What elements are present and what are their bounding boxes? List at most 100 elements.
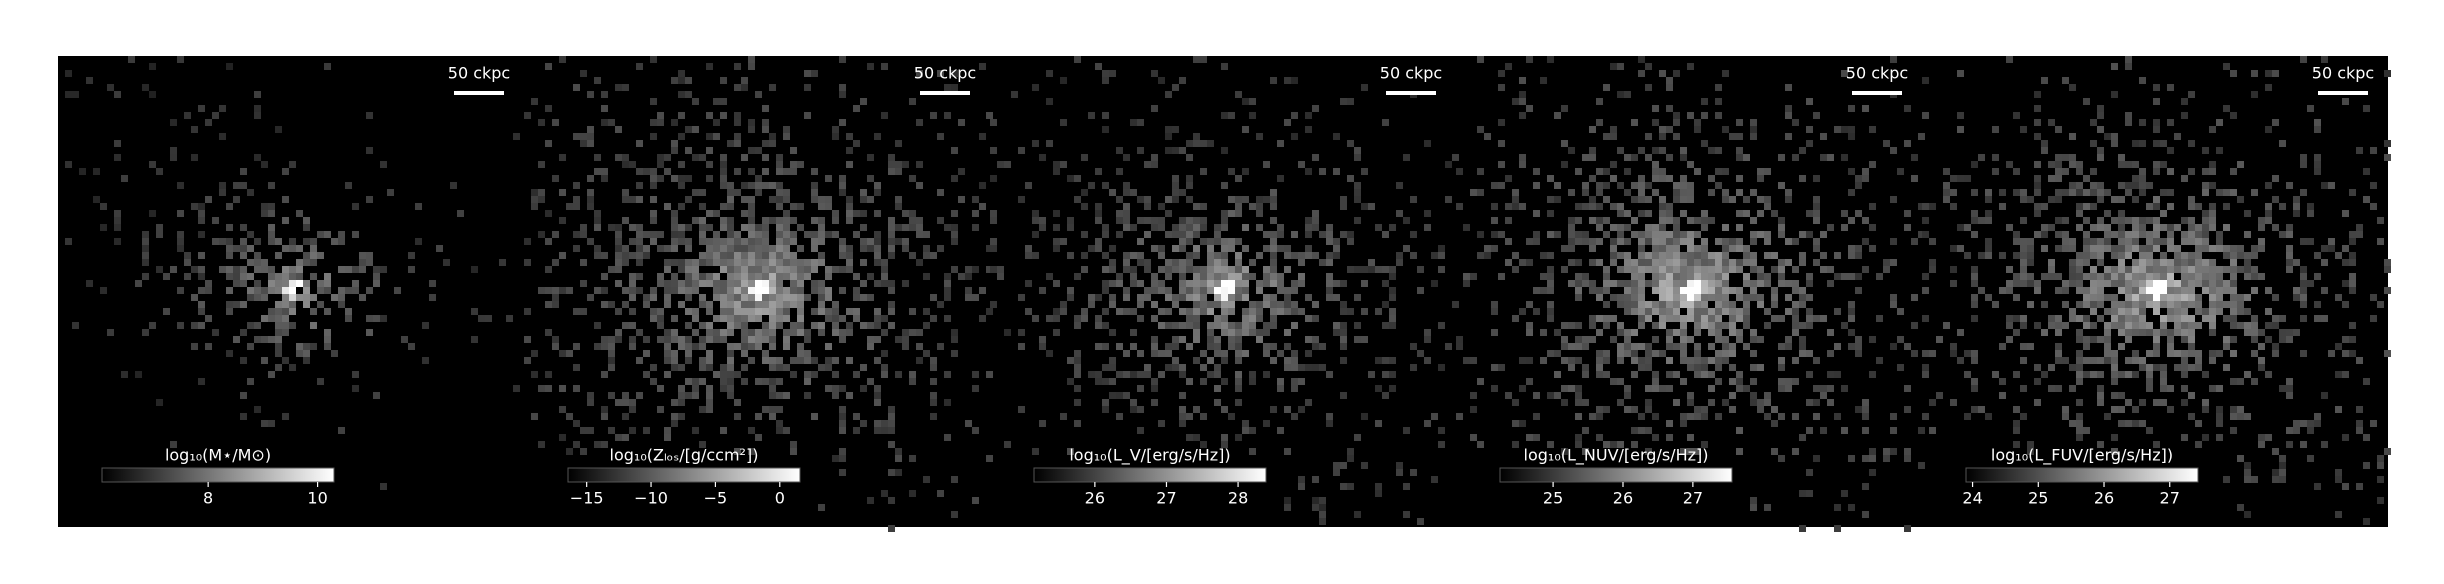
pixel (734, 168, 741, 175)
pixel (601, 252, 608, 259)
pixel (1904, 210, 1911, 217)
pixel (678, 287, 685, 294)
pixel (359, 259, 366, 266)
pixel (2328, 350, 2335, 357)
pixel (1736, 245, 1743, 252)
pixel (2125, 56, 2132, 63)
pixel (2097, 126, 2104, 133)
pixel (1172, 364, 1179, 371)
pixel (2069, 238, 2076, 245)
pixel (1659, 133, 1666, 140)
pixel (1109, 378, 1116, 385)
pixel (2279, 462, 2286, 469)
pixel (1834, 413, 1841, 420)
pixel (1561, 357, 1568, 364)
pixel (1158, 322, 1165, 329)
pixel (1792, 238, 1799, 245)
pixel (909, 378, 916, 385)
pixel (1568, 238, 1575, 245)
pixel (1340, 357, 1347, 364)
pixel (303, 217, 310, 224)
pixel (1813, 455, 1820, 462)
pixel (888, 420, 895, 427)
pixel (2125, 245, 2132, 252)
pixel (769, 217, 776, 224)
tick-label: −10 (634, 489, 668, 508)
pixel (678, 343, 685, 350)
pixel (1799, 231, 1806, 238)
pixel (2132, 182, 2139, 189)
pixel (1242, 196, 1249, 203)
pixel (282, 217, 289, 224)
pixel (1326, 259, 1333, 266)
pixel (1519, 154, 1526, 161)
pixel (2139, 259, 2146, 266)
pixel (100, 287, 107, 294)
pixel (296, 350, 303, 357)
pixel (2076, 224, 2083, 231)
pixel (275, 350, 282, 357)
pixel (685, 91, 692, 98)
pixel (471, 266, 478, 273)
pixel (1382, 322, 1389, 329)
pixel (671, 413, 678, 420)
pixel (1715, 357, 1722, 364)
pixel (2146, 378, 2153, 385)
pixel (2083, 252, 2090, 259)
pixel (2062, 301, 2069, 308)
pixel (1610, 133, 1617, 140)
pixel (2272, 322, 2279, 329)
pixel (2034, 231, 2041, 238)
pixel (1848, 126, 1855, 133)
pixel (1715, 252, 1722, 259)
pixel (825, 385, 832, 392)
pixel (2349, 322, 2356, 329)
pixel (1151, 154, 1158, 161)
pixel (2069, 364, 2076, 371)
pixel (2237, 294, 2244, 301)
pixel (275, 280, 282, 287)
pixel (664, 329, 671, 336)
pixel (1687, 448, 1694, 455)
pixel (2090, 273, 2097, 280)
pixel (1277, 308, 1284, 315)
pixel (1526, 329, 1533, 336)
pixel (1792, 301, 1799, 308)
pixel (2111, 371, 2118, 378)
pixel (1890, 56, 1897, 63)
pixel (1067, 217, 1074, 224)
pixel (1694, 294, 1701, 301)
pixel (1589, 287, 1596, 294)
pixel (853, 287, 860, 294)
pixel (1778, 217, 1785, 224)
pixel (2167, 287, 2174, 294)
pixel (1375, 357, 1382, 364)
pixel (671, 238, 678, 245)
pixel (2321, 441, 2328, 448)
pixel (1652, 434, 1659, 441)
pixel (1582, 189, 1589, 196)
pixel (650, 119, 657, 126)
pixel (678, 231, 685, 238)
pixel (846, 392, 853, 399)
pixel (650, 364, 657, 371)
pixel (580, 231, 587, 238)
pixel (706, 308, 713, 315)
pixel (1305, 245, 1312, 252)
pixel (1214, 336, 1221, 343)
pixel (1638, 147, 1645, 154)
pixel (2034, 378, 2041, 385)
pixel (1729, 238, 1736, 245)
pixel (916, 182, 923, 189)
pixel (846, 196, 853, 203)
pixel (1680, 210, 1687, 217)
pixel (1568, 322, 1575, 329)
pixel (2132, 224, 2139, 231)
tick-label: 27 (1156, 489, 1176, 508)
pixel (2230, 280, 2237, 287)
pixel (1060, 119, 1067, 126)
pixel (1270, 203, 1277, 210)
pixel (1179, 189, 1186, 196)
pixel (1270, 217, 1277, 224)
pixel (226, 273, 233, 280)
